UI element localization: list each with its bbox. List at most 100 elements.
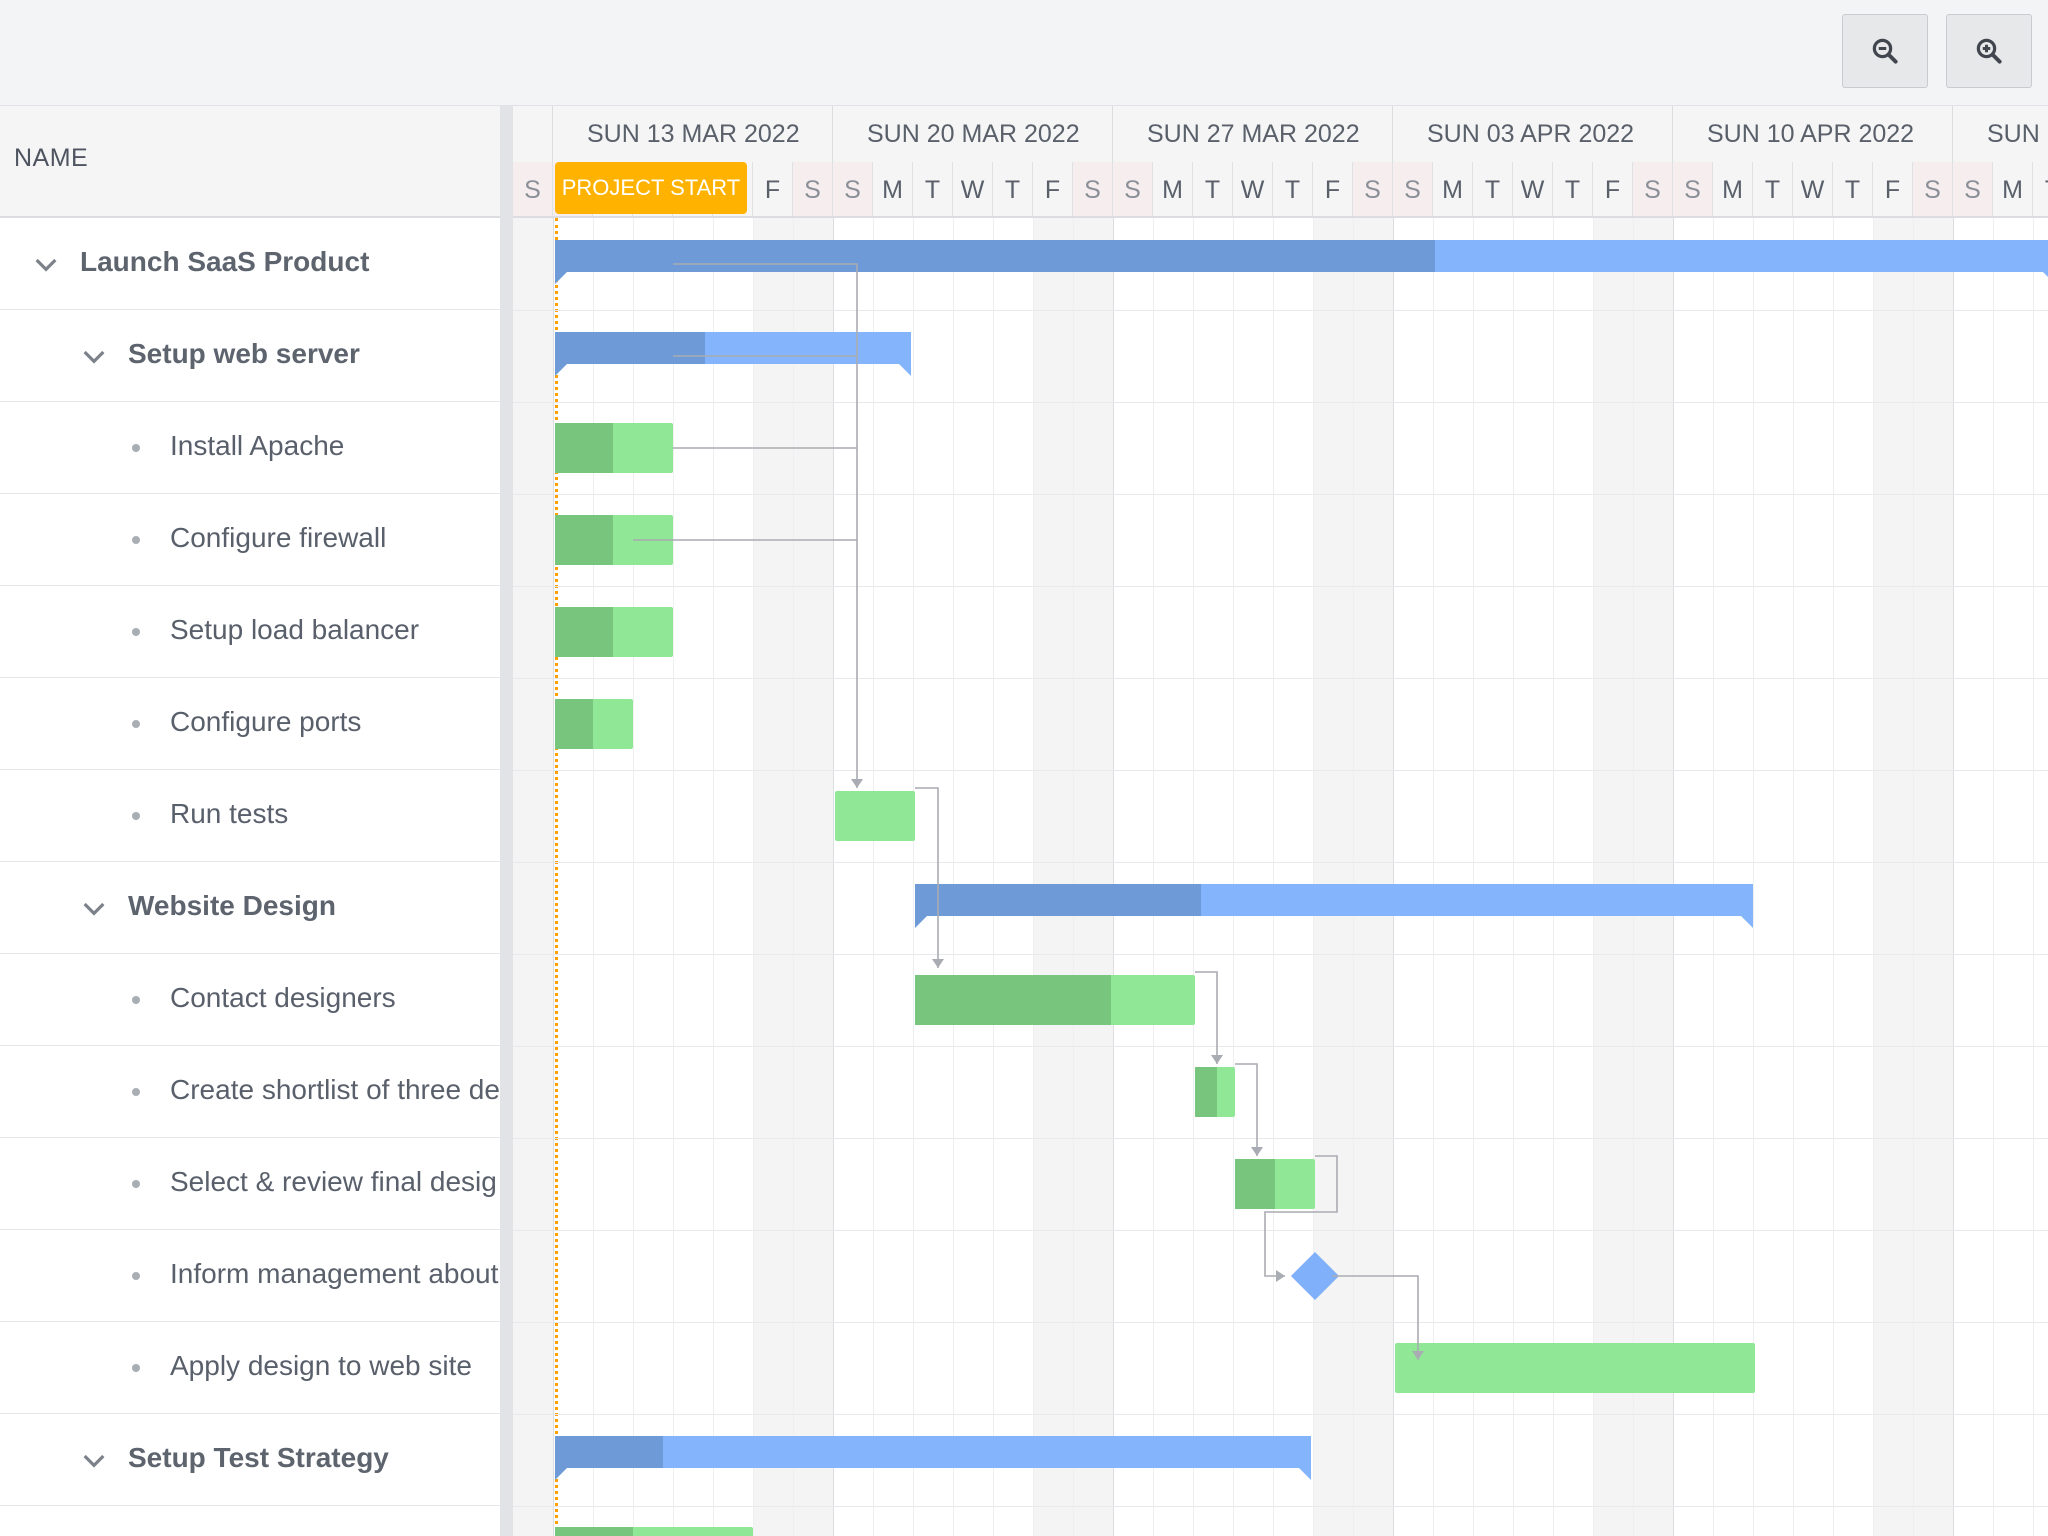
summary-bar[interactable] (915, 884, 1753, 928)
day-header: M (873, 162, 913, 218)
task-bar-progress (555, 607, 613, 657)
tree-row-task[interactable]: Contact designers (0, 954, 500, 1046)
day-header: S (1113, 162, 1153, 218)
tree-row-task[interactable]: Select & review final desig (0, 1138, 500, 1230)
zoom-in-button[interactable] (1946, 14, 2032, 88)
tree-row-parent[interactable]: Setup Test Strategy (0, 1414, 500, 1506)
day-header: T (1273, 162, 1313, 218)
summary-bar[interactable] (555, 332, 911, 376)
grid-row-line (513, 494, 2048, 495)
task-bar[interactable] (555, 423, 673, 473)
summary-bar[interactable] (555, 240, 2048, 284)
day-header: F (1313, 162, 1353, 218)
day-header: M (1433, 162, 1473, 218)
grid-column-line (1553, 218, 1554, 1536)
grid-column-line (1833, 218, 1834, 1536)
zoom-out-icon (1872, 38, 1898, 64)
task-bar-progress (1195, 1067, 1217, 1117)
tree-row-parent[interactable]: Website Design (0, 862, 500, 954)
task-bar[interactable] (555, 607, 673, 657)
splitter-handle[interactable] (500, 106, 513, 1536)
tree-row-task[interactable]: Inform management about (0, 1230, 500, 1322)
task-name: Setup Test Strategy (128, 1442, 389, 1473)
grid-row-line (513, 1046, 2048, 1047)
task-bar[interactable] (835, 791, 915, 841)
bullet-icon (132, 1180, 140, 1188)
task-name: Select & review final desig (170, 1166, 497, 1197)
grid-column-line (1033, 218, 1034, 1536)
dependency-line (673, 263, 858, 788)
project-start-line (555, 218, 558, 1536)
bullet-icon (132, 720, 140, 728)
task-bar-progress (1235, 1159, 1275, 1209)
dependency-arrow (1251, 1147, 1263, 1156)
grid-row-line (513, 310, 2048, 311)
day-header: S (1393, 162, 1433, 218)
task-name: Contact designers (170, 982, 396, 1013)
week-header-partial (513, 106, 553, 162)
bullet-icon (132, 1088, 140, 1096)
task-bar-progress (555, 423, 613, 473)
chevron-down-icon[interactable] (30, 248, 62, 280)
grid-column-line (1193, 218, 1194, 1536)
task-bar[interactable] (555, 1527, 753, 1536)
grid-column-line (1393, 218, 1394, 1536)
grid-column-line (873, 218, 874, 1536)
weekend-band (513, 218, 553, 1536)
grid-column-line (673, 218, 674, 1536)
grid-header: NAME (0, 106, 500, 218)
tree-row-parent[interactable]: Setup web server (0, 310, 500, 402)
task-name: Inform management about (170, 1258, 499, 1289)
zoom-out-button[interactable] (1842, 14, 1928, 88)
dependency-line (915, 787, 939, 968)
chevron-down-icon[interactable] (78, 340, 110, 372)
task-bar[interactable] (1395, 1343, 1755, 1393)
summary-bar-ends (555, 364, 911, 376)
day-header: F (753, 162, 793, 218)
grid-row-line (513, 586, 2048, 587)
grid-column-line (1753, 218, 1754, 1536)
grid-column-line (953, 218, 954, 1536)
grid-column-line (1273, 218, 1274, 1536)
bullet-icon (132, 996, 140, 1004)
task-bar[interactable] (555, 699, 633, 749)
grid-column-line (713, 218, 714, 1536)
tree-row-task[interactable]: Setup load balancer (0, 586, 500, 678)
timeline: SUN 13 MAR 2022 SUN 20 MAR 2022 SUN 27 MAR… (513, 106, 2048, 1536)
grid-column-line (753, 218, 754, 1536)
task-bar[interactable] (1235, 1159, 1315, 1209)
grid-column-line (1313, 218, 1314, 1536)
grid-row-line (513, 862, 2048, 863)
tree-row-task[interactable]: Create shortlist of three de (0, 1046, 500, 1138)
day-header: T (1833, 162, 1873, 218)
day-header: S (1673, 162, 1713, 218)
tree-row-task[interactable]: Run tests (0, 770, 500, 862)
summary-bar[interactable] (555, 1436, 1311, 1480)
grid-column-line (2033, 218, 2034, 1536)
name-column-header[interactable]: NAME (14, 144, 89, 172)
day-header: M (1993, 162, 2033, 218)
chevron-down-icon[interactable] (78, 892, 110, 924)
tree-row-task[interactable]: Install Apache (0, 402, 500, 494)
week-header: SUN 17 A (1953, 106, 2048, 162)
tree-row-parent[interactable]: Launch SaaS Product (0, 218, 500, 310)
day-header: S (1913, 162, 1953, 218)
task-bar[interactable] (915, 975, 1195, 1025)
grid-row-line (513, 402, 2048, 403)
bullet-icon (132, 812, 140, 820)
dependency-arrow (1412, 1351, 1424, 1360)
tree-row-task[interactable] (0, 1506, 500, 1536)
tree-row-task[interactable]: Apply design to web site (0, 1322, 500, 1414)
tree-row-task[interactable]: Configure firewall (0, 494, 500, 586)
summary-bar-progress (555, 1436, 663, 1468)
summary-bar-progress (915, 884, 1201, 916)
grid-column-line (1353, 218, 1354, 1536)
dependency-arrow (1211, 1055, 1223, 1064)
grid-column-line (1673, 218, 1674, 1536)
grid-column-line (1953, 218, 1954, 1536)
chevron-down-icon[interactable] (78, 1444, 110, 1476)
task-bar[interactable] (1195, 1067, 1235, 1117)
task-name: Website Design (128, 890, 336, 921)
grid-column-line (1113, 218, 1114, 1536)
tree-row-task[interactable]: Configure ports (0, 678, 500, 770)
